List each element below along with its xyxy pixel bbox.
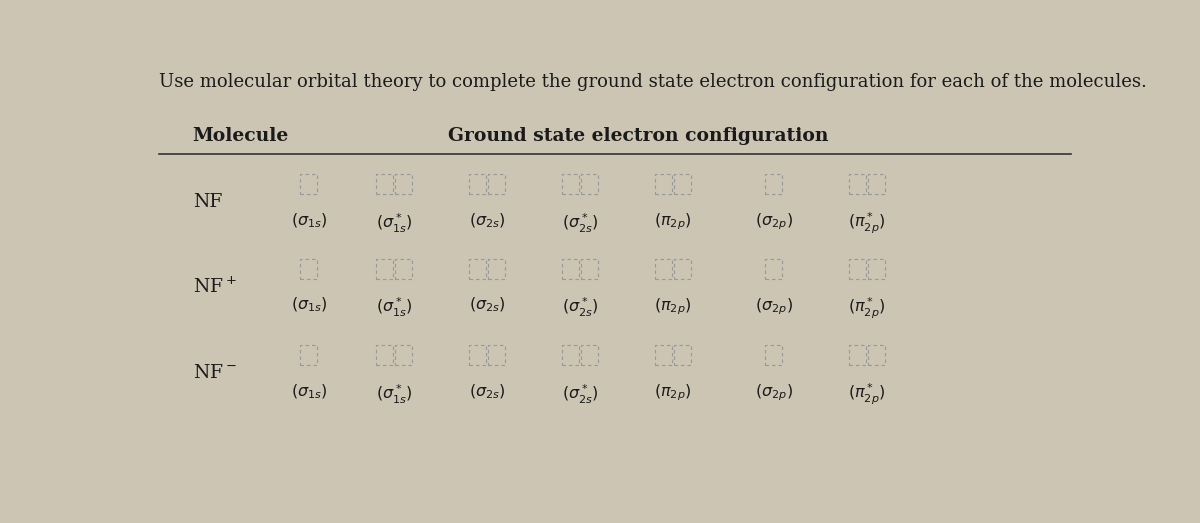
Text: $({\pi}_{2p})$: $({\pi}_{2p})$ (654, 382, 692, 403)
Bar (655, 345, 672, 366)
Text: $({\pi}_{2p})$: $({\pi}_{2p})$ (654, 296, 692, 316)
Text: $({\sigma}_{1s}^*)$: $({\sigma}_{1s}^*)$ (376, 211, 413, 235)
Text: $({\sigma}_{2s}^*)$: $({\sigma}_{2s}^*)$ (562, 382, 599, 405)
Text: $({\sigma}_{2s}^*)$: $({\sigma}_{2s}^*)$ (562, 296, 599, 319)
Text: $({\sigma}_{1s})$: $({\sigma}_{1s})$ (290, 211, 328, 230)
Bar (563, 174, 580, 195)
Bar (655, 174, 672, 195)
Text: $({\sigma}_{1s})$: $({\sigma}_{1s})$ (290, 382, 328, 401)
Text: Molecule: Molecule (193, 127, 289, 145)
Text: Ground state electron configuration: Ground state electron configuration (448, 127, 828, 145)
Text: $({\pi}_{2p})$: $({\pi}_{2p})$ (654, 211, 692, 232)
Bar (581, 174, 598, 195)
Bar (469, 345, 486, 366)
Text: $({\pi}_{2p}^*)$: $({\pi}_{2p}^*)$ (848, 211, 886, 236)
Bar (377, 259, 394, 279)
Text: $({\sigma}_{2s})$: $({\sigma}_{2s})$ (469, 296, 505, 314)
Text: NF: NF (193, 193, 222, 211)
Text: NF$^-$: NF$^-$ (193, 364, 236, 382)
Bar (488, 174, 505, 195)
Bar (766, 259, 782, 279)
Text: $({\sigma}_{1s}^*)$: $({\sigma}_{1s}^*)$ (376, 382, 413, 405)
Text: $({\sigma}_{2p})$: $({\sigma}_{2p})$ (755, 211, 793, 232)
Text: Use molecular orbital theory to complete the ground state electron configuration: Use molecular orbital theory to complete… (160, 73, 1147, 91)
Bar (655, 259, 672, 279)
Bar (868, 174, 884, 195)
Bar (377, 174, 394, 195)
Text: $({\pi}_{2p}^*)$: $({\pi}_{2p}^*)$ (848, 382, 886, 407)
Text: $({\sigma}_{2p})$: $({\sigma}_{2p})$ (755, 296, 793, 316)
Text: $({\sigma}_{1s}^*)$: $({\sigma}_{1s}^*)$ (376, 296, 413, 319)
Bar (868, 259, 884, 279)
Bar (469, 174, 486, 195)
Bar (469, 259, 486, 279)
Bar (563, 259, 580, 279)
Bar (377, 345, 394, 366)
Bar (850, 345, 866, 366)
Bar (395, 345, 412, 366)
Bar (581, 259, 598, 279)
Text: $({\sigma}_{2s})$: $({\sigma}_{2s})$ (469, 211, 505, 230)
Text: $({\sigma}_{2s})$: $({\sigma}_{2s})$ (469, 382, 505, 401)
Text: $({\pi}_{2p}^*)$: $({\pi}_{2p}^*)$ (848, 296, 886, 321)
Bar (766, 345, 782, 366)
Bar (674, 174, 691, 195)
Bar (488, 259, 505, 279)
Bar (674, 259, 691, 279)
Bar (674, 345, 691, 366)
Text: $({\sigma}_{2p})$: $({\sigma}_{2p})$ (755, 382, 793, 403)
Bar (300, 345, 317, 366)
Bar (488, 345, 505, 366)
Text: $({\sigma}_{1s})$: $({\sigma}_{1s})$ (290, 296, 328, 314)
Bar (300, 174, 317, 195)
Bar (766, 174, 782, 195)
Bar (850, 259, 866, 279)
Bar (395, 174, 412, 195)
Text: $({\sigma}_{2s}^*)$: $({\sigma}_{2s}^*)$ (562, 211, 599, 235)
Bar (581, 345, 598, 366)
Bar (563, 345, 580, 366)
Bar (395, 259, 412, 279)
Bar (868, 345, 884, 366)
Text: NF$^+$: NF$^+$ (193, 277, 236, 297)
Bar (850, 174, 866, 195)
Bar (300, 259, 317, 279)
